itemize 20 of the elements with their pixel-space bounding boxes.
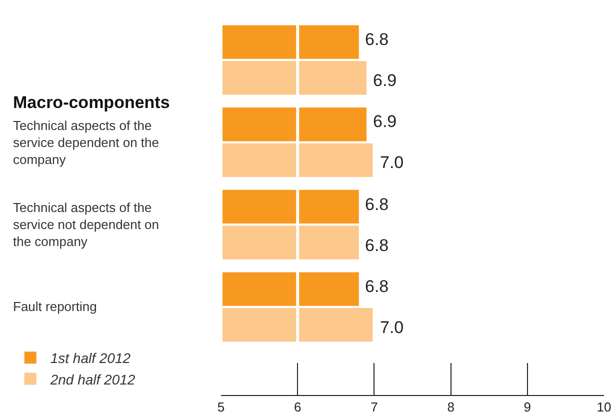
x-tick-label: 10: [596, 400, 612, 415]
data-label: 6.8: [365, 195, 389, 214]
x-tick-label: 9: [524, 400, 532, 415]
data-label: 6.8: [365, 277, 389, 296]
data-label: 6.9: [373, 112, 397, 131]
y-tick-label: Technical aspects of the service dependent on the company: [13, 118, 159, 167]
data-label: 6.9: [373, 71, 397, 90]
x-tick-label: 8: [447, 400, 454, 415]
data-label: 7.0: [380, 153, 404, 172]
legend-label: 2nd half 2012: [49, 371, 136, 388]
data-label: 7.0: [380, 318, 404, 337]
data-label: 6.8: [365, 236, 389, 255]
legend-label: 1st half 2012: [50, 350, 131, 366]
x-tick-label: 6: [294, 400, 302, 415]
data-label: 6.8: [365, 30, 389, 49]
y-tick-label: Fault reporting: [13, 299, 97, 314]
x-tick-label: 5: [217, 400, 225, 415]
x-tick-label: 7: [370, 400, 378, 415]
y-tick-label: Technical aspects of the service not dependent on the company: [13, 200, 159, 249]
text: Macro-components: [13, 93, 170, 112]
